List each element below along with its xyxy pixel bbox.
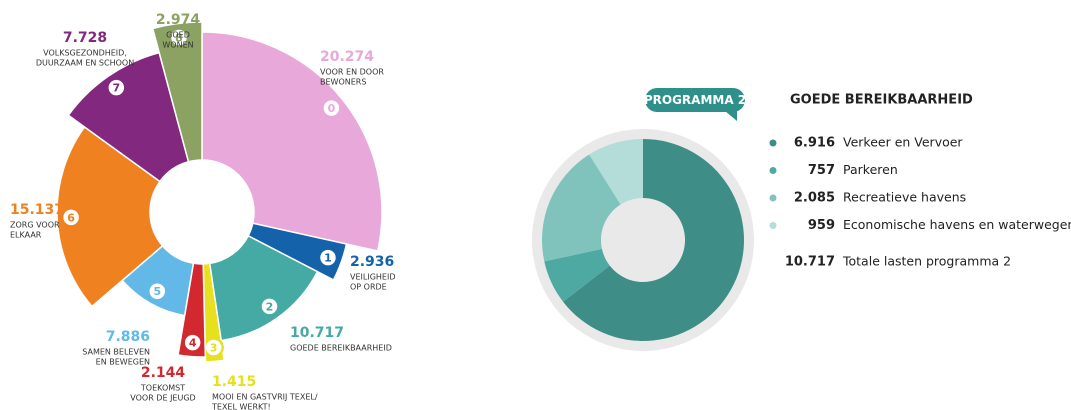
legend-swatch <box>769 194 777 202</box>
segment-label: WONEN <box>162 41 193 50</box>
pie-segment <box>67 51 190 183</box>
value-label: 10.717 <box>290 325 344 341</box>
segment-badge <box>168 27 190 48</box>
segment-badge <box>106 77 127 98</box>
segment-label: BEWONERS <box>320 78 366 87</box>
segment-label: EN BEWEGEN <box>96 358 150 367</box>
segment-code: 8 <box>175 32 183 45</box>
donut-segment <box>542 154 621 262</box>
total-text: Totale lasten programma 2 <box>842 254 1011 269</box>
segment-code: 2 <box>266 300 274 313</box>
segment-code: 4 <box>189 337 197 350</box>
segment-label: GOEDE BEREIKBAARHEID <box>290 344 392 353</box>
segment-code: 0 <box>328 102 336 115</box>
badge-pointer <box>725 111 737 121</box>
segment-badge <box>321 97 342 119</box>
legend-value: 2.085 <box>794 191 835 206</box>
value-label: 20.274 <box>320 49 374 65</box>
badge-text: PROGRAMMA 2 <box>644 93 746 107</box>
legend-value: 757 <box>808 163 835 178</box>
legend-value: 959 <box>808 218 835 233</box>
segment-code: 1 <box>324 252 332 265</box>
legend-swatch <box>769 167 777 174</box>
segment-label: VOLKSGEZONDHEID, <box>43 49 127 58</box>
legend-label: Verkeer en Vervoer <box>843 135 963 150</box>
segment-label: GOED <box>166 31 190 40</box>
legend-swatch <box>769 139 777 147</box>
segment-label: MOOI EN GASTVRIJ TEXEL/ <box>212 393 318 402</box>
legend-label: Recreatieve havens <box>843 190 966 205</box>
badge <box>645 88 745 112</box>
pie-segment <box>151 21 203 163</box>
value-label: 2.936 <box>350 254 394 270</box>
chart-title: GOEDE BEREIKBAARHEID <box>790 93 973 108</box>
total-value: 10.717 <box>785 255 835 270</box>
pie-segment <box>201 31 383 252</box>
segment-label: ELKAAR <box>10 231 42 240</box>
legend-label: Parkeren <box>843 162 898 177</box>
value-label: 15.137 <box>10 202 64 218</box>
value-label: 2.974 <box>156 12 201 28</box>
legend-value: 6.916 <box>794 136 835 151</box>
value-label: 7.886 <box>106 329 150 345</box>
segment-code: 7 <box>112 82 120 95</box>
segment-label: TEXEL WERKT! <box>211 403 271 410</box>
donut-segment <box>589 139 643 205</box>
legend-label: Economische havens en waterwegen <box>843 217 1071 232</box>
segment-badge <box>182 332 203 353</box>
segment-label: VOOR EN DOOR <box>320 68 384 77</box>
segment-code: 3 <box>210 342 218 355</box>
donut-segment <box>563 139 745 342</box>
segment-code: 6 <box>67 211 75 224</box>
segment-badge <box>259 296 280 317</box>
legend-swatch <box>769 222 777 229</box>
value-label: 2.144 <box>141 365 186 381</box>
donut-segment <box>544 248 610 302</box>
segment-label: TOEKOMST <box>140 384 185 393</box>
segment-label: DUURZAAM EN SCHOON <box>36 59 134 68</box>
segment-code: 5 <box>153 285 161 298</box>
segment-label: VEILIGHEID <box>350 273 396 282</box>
segment-badge <box>317 247 339 268</box>
segment-label: SAMEN BELEVEN <box>82 348 150 357</box>
value-label: 7.728 <box>63 30 107 46</box>
value-label: 1.415 <box>212 374 256 390</box>
segment-badge <box>60 207 82 228</box>
segment-badge <box>147 280 168 302</box>
segment-label: VOOR DE JEUGD <box>130 394 195 403</box>
pie-segment <box>56 125 164 308</box>
segment-label: ZORG VOOR <box>10 221 60 230</box>
segment-label: OP ORDE <box>350 283 387 292</box>
